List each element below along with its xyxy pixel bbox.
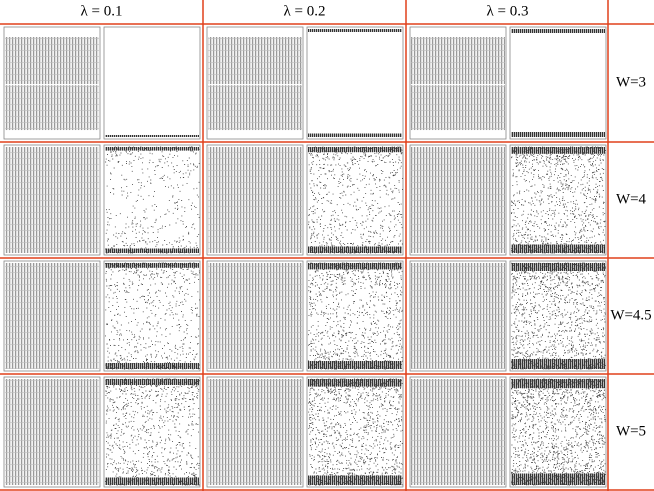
panel-frame bbox=[509, 26, 607, 140]
panel-band bbox=[308, 29, 402, 32]
panel-stripes bbox=[208, 37, 302, 85]
panel-stripes bbox=[5, 263, 99, 369]
panel-frame bbox=[306, 376, 404, 488]
panel-band bbox=[308, 263, 402, 270]
panel-band bbox=[105, 363, 199, 369]
panel-stripes bbox=[5, 147, 99, 253]
panel-band bbox=[105, 135, 199, 137]
panel-dots bbox=[105, 378, 200, 486]
panel-band bbox=[308, 133, 402, 137]
panel-frame bbox=[306, 260, 404, 372]
panel-stripes bbox=[411, 85, 505, 131]
panel-band bbox=[511, 379, 605, 389]
panel-stripes bbox=[208, 263, 302, 369]
panel-band bbox=[105, 147, 199, 151]
panel-stripes bbox=[411, 37, 505, 85]
panel-stripes bbox=[208, 85, 302, 131]
panel-band bbox=[511, 147, 605, 154]
panel-stripes bbox=[208, 379, 302, 485]
panel-band bbox=[105, 248, 199, 253]
panel-band bbox=[308, 246, 402, 253]
panel-stripes bbox=[5, 379, 99, 485]
panel-stripes bbox=[5, 37, 99, 85]
panel-band bbox=[105, 263, 199, 268]
panel-band bbox=[511, 132, 605, 137]
panel-stripes bbox=[411, 379, 505, 485]
panel-band bbox=[308, 475, 402, 485]
panel-band bbox=[105, 477, 199, 485]
panel-band bbox=[511, 244, 605, 253]
panel-band bbox=[511, 29, 605, 33]
panel-frame bbox=[306, 26, 404, 140]
panel-dots bbox=[308, 378, 403, 486]
panel-dots bbox=[308, 146, 403, 254]
panel-dots bbox=[308, 262, 403, 370]
panel-dots bbox=[511, 146, 606, 254]
panel-dots bbox=[511, 378, 606, 486]
panel-dots bbox=[105, 262, 200, 370]
panel-stripes bbox=[5, 85, 99, 131]
panel-band bbox=[308, 361, 402, 369]
panel-stripes bbox=[208, 147, 302, 253]
panel-stripes bbox=[411, 147, 505, 253]
panel-band bbox=[308, 147, 402, 153]
panel-frame bbox=[509, 144, 607, 256]
panel-frame bbox=[103, 26, 201, 140]
panel-dots bbox=[105, 146, 200, 254]
row-label: W=5 bbox=[616, 423, 646, 439]
row-label: W=4.5 bbox=[610, 307, 651, 323]
panel-frame bbox=[103, 260, 201, 372]
row-label: W=4 bbox=[616, 191, 647, 207]
panel-frame bbox=[103, 144, 201, 256]
panel-band bbox=[511, 359, 605, 369]
panel-dots bbox=[511, 262, 606, 370]
panel-band bbox=[105, 379, 199, 385]
column-header: λ = 0.1 bbox=[81, 3, 123, 19]
panel-frame bbox=[509, 376, 607, 488]
panel-stripes bbox=[411, 263, 505, 369]
panel-band bbox=[511, 263, 605, 271]
column-header: λ = 0.2 bbox=[284, 3, 326, 19]
row-label: W=3 bbox=[616, 74, 646, 90]
column-header: λ = 0.3 bbox=[487, 3, 529, 19]
panel-frame bbox=[306, 144, 404, 256]
